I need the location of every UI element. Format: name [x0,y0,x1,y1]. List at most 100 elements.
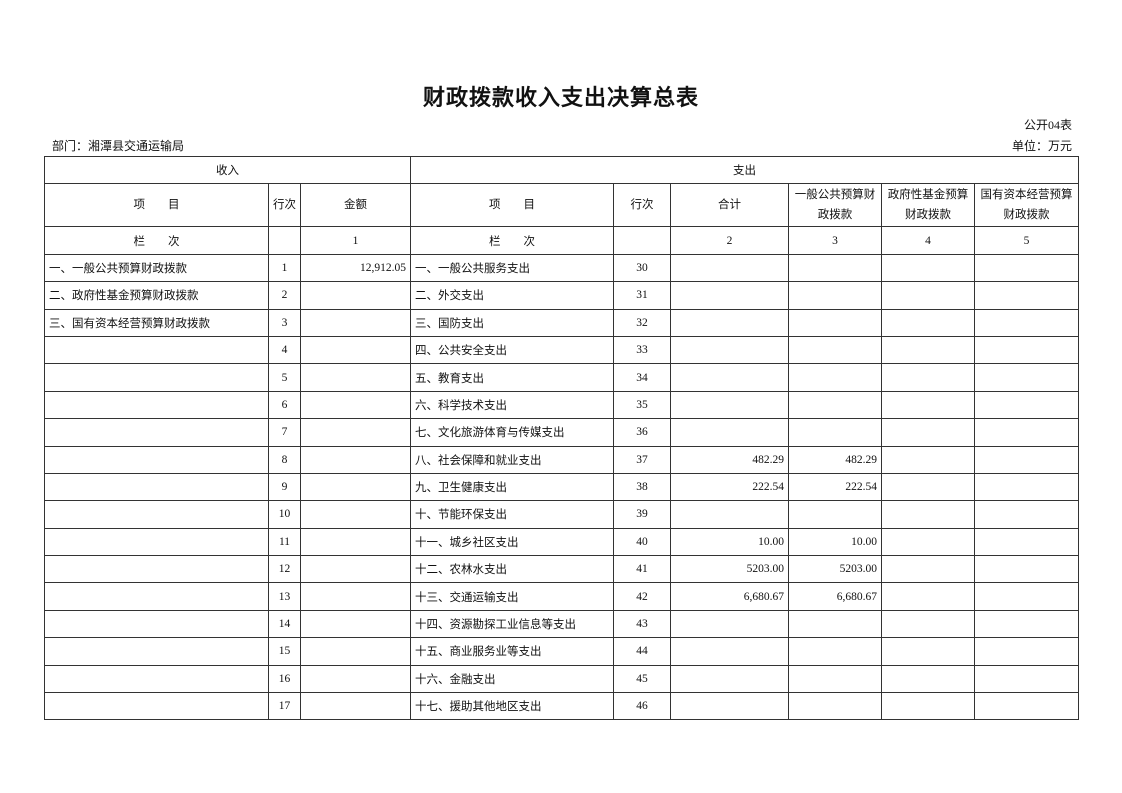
cell-total: 222.54 [670,472,789,502]
department: 部门：湘潭县交通运输局 [52,139,185,153]
expense-row-no-header: 行次 [613,183,671,228]
cell-general: 6,680.67 [788,582,882,611]
table-row: 11 十一、城乡社区支出 40 10.00 10.00 [44,527,1079,557]
page-title: 财政拨款收入支出决算总表 [422,85,699,110]
fund-header: 政府性基金预算财政拨款 [881,183,975,228]
cell-in-no: 12 [268,555,301,584]
cell-fund [881,363,975,392]
cell-general [788,664,882,694]
cell-ex-no: 34 [613,363,671,392]
cell-ex-no: 30 [613,253,671,283]
cell-fund [881,664,975,694]
cell-in-no: 13 [268,582,301,611]
cell-state [974,664,1079,694]
cell-state [974,390,1079,420]
cell-general [788,335,882,365]
cell-in-item [44,472,269,502]
cell-ex-no: 37 [613,445,671,474]
cell-in-amt [300,500,411,529]
cell-in-item [44,609,269,639]
table-row: 17 十七、援助其他地区支出 46 [44,692,1079,721]
general-header: 一般公共预算财政拨款 [788,183,882,228]
table-row: 三、国有资本经营预算财政拨款 3 三、国防支出 32 [44,308,1079,337]
cell-ex-item: 十三、交通运输支出 [410,582,614,611]
cell-general: 5203.00 [788,555,882,584]
cell-in-amt [300,418,411,447]
col-label: 栏 次 [44,226,269,255]
state-header: 国有资本经营预算财政拨款 [974,183,1079,228]
cell-fund [881,582,975,611]
cell-fund [881,418,975,447]
col-number: 4 [881,226,975,255]
cell-ex-item: 一、一般公共服务支出 [410,253,614,283]
cell-in-amt [300,390,411,420]
cell-ex-no: 32 [613,308,671,337]
cell-in-no: 5 [268,363,301,392]
cell-ex-no: 46 [613,692,671,721]
cell-state [974,637,1079,666]
cell-fund [881,335,975,365]
cell-state [974,335,1079,365]
cell-fund [881,472,975,502]
cell-total [670,281,789,310]
cell-in-item [44,500,269,529]
cell-in-no: 1 [268,253,301,283]
cell-general [788,390,882,420]
cell-in-no: 16 [268,664,301,694]
cell-general: 222.54 [788,472,882,502]
form-number: 公开04表 [1023,118,1072,132]
cell-state [974,500,1079,529]
cell-total [670,308,789,337]
cell-in-amt [300,335,411,365]
table-row: 二、政府性基金预算财政拨款 2 二、外交支出 31 [44,281,1079,310]
cell-in-item [44,363,269,392]
cell-in-amt [300,555,411,584]
cell-in-amt [300,637,411,666]
cell-in-item [44,637,269,666]
cell-in-no: 8 [268,445,301,474]
income-header: 收入 [44,155,411,185]
cell-total: 482.29 [670,445,789,474]
table-row: 16 十六、金融支出 45 [44,664,1079,694]
cell-general [788,692,882,721]
cell-in-amt [300,308,411,337]
total-header: 合计 [670,183,789,228]
cell-total: 6,680.67 [670,582,789,611]
cell-fund [881,692,975,721]
cell-ex-item: 八、社会保障和就业支出 [410,445,614,474]
cell-fund [881,527,975,557]
cell-fund [881,609,975,639]
cell-ex-item: 九、卫生健康支出 [410,472,614,502]
cell-total [670,335,789,365]
cell-in-amt [300,609,411,639]
cell-ex-item: 十五、商业服务业等支出 [410,637,614,666]
cell-fund [881,253,975,283]
cell-total [670,253,789,283]
cell-fund [881,555,975,584]
col-number: 3 [788,226,882,255]
cell-ex-item: 十四、资源勘探工业信息等支出 [410,609,614,639]
cell-in-amt [300,472,411,502]
empty-cell [268,226,301,255]
cell-state [974,281,1079,310]
cell-state [974,555,1079,584]
cell-in-item [44,445,269,474]
cell-in-item [44,555,269,584]
cell-total [670,500,789,529]
table-row: 14 十四、资源勘探工业信息等支出 43 [44,609,1079,639]
cell-state [974,692,1079,721]
cell-in-item [44,582,269,611]
unit: 单位：万元 [1011,139,1072,153]
cell-in-amt [300,582,411,611]
cell-ex-no: 35 [613,390,671,420]
cell-ex-item: 十一、城乡社区支出 [410,527,614,557]
cell-total [670,692,789,721]
cell-state [974,527,1079,557]
amount-header: 金额 [300,183,411,228]
cell-general [788,418,882,447]
income-row-no-header: 行次 [268,183,301,228]
cell-ex-item: 十二、农林水支出 [410,555,614,584]
cell-general [788,253,882,283]
table-row: 8 八、社会保障和就业支出 37 482.29 482.29 [44,445,1079,474]
cell-ex-no: 45 [613,664,671,694]
